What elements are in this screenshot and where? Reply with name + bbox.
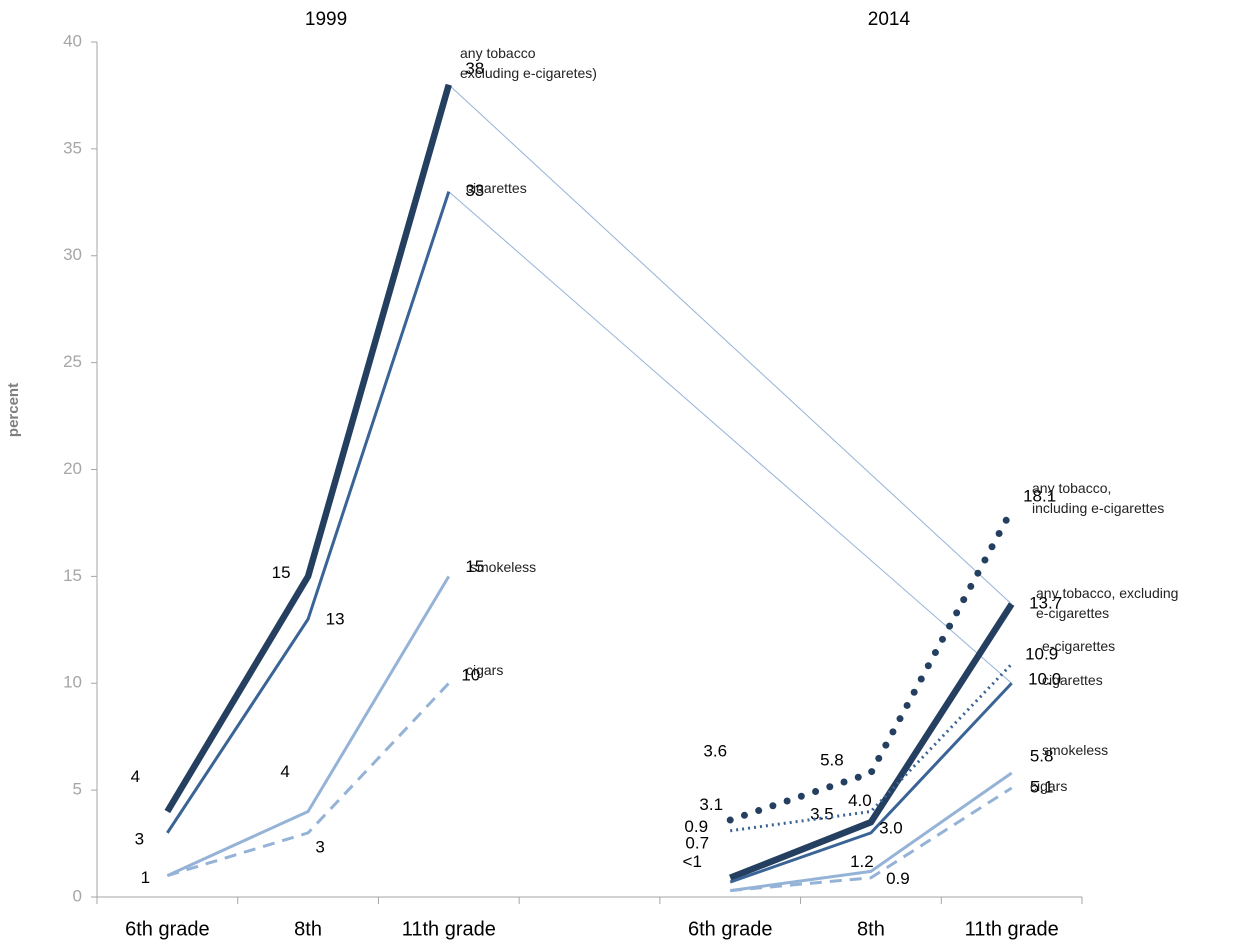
series-label: cigarettes — [1042, 672, 1103, 688]
data-label: 18.1 — [1023, 487, 1056, 506]
data-label: 15 — [465, 557, 484, 576]
series-label: any tobacco excluding e-cigaretes) — [460, 45, 597, 81]
link-line — [448, 191, 1012, 684]
series-label: cigars — [466, 662, 504, 678]
panel-title: 1999 — [305, 9, 347, 30]
panel-title: 2014 — [868, 9, 911, 30]
data-label: 10 — [461, 666, 480, 685]
y-tick-label: 35 — [63, 138, 82, 157]
series-label-text: any tobacco, excluding e-cigarettes — [1036, 585, 1179, 621]
series-line — [730, 771, 1013, 893]
series-line — [166, 682, 450, 878]
y-tick-label: 20 — [63, 459, 82, 478]
series-label-text: any tobacco excluding e-cigaretes) — [460, 45, 597, 81]
data-label: 3.5 — [810, 805, 834, 824]
y-tick-label: 40 — [63, 31, 82, 50]
data-label: 10.0 — [1028, 670, 1061, 689]
data-label: 10.9 — [1025, 644, 1058, 663]
data-label: 33 — [465, 181, 484, 200]
data-label: 3.6 — [703, 742, 727, 761]
series-line — [166, 575, 451, 877]
series-label-text: smokeless — [1042, 742, 1109, 758]
data-label: 0.9 — [684, 817, 708, 836]
data-label: 15 — [272, 563, 291, 582]
y-tick-label: 15 — [63, 566, 82, 585]
series-line — [166, 191, 451, 834]
data-label: 4 — [280, 762, 289, 781]
data-label: 38 — [465, 59, 484, 78]
y-tick-label: 10 — [63, 673, 82, 692]
x-tick-label: 6th grade — [125, 918, 210, 940]
x-tick-label: 8th — [857, 918, 885, 940]
data-label: 5.8 — [820, 751, 844, 770]
data-label: 13.7 — [1029, 594, 1062, 613]
series-label-text: cigars — [466, 662, 504, 678]
series-label-text: cigarettes — [466, 180, 527, 196]
series-line — [729, 682, 1013, 884]
data-label: 5.1 — [1030, 777, 1054, 796]
data-label: 5.8 — [1030, 747, 1054, 766]
data-label: 3.1 — [699, 795, 723, 814]
y-tick-label: 0 — [73, 886, 82, 905]
series-line — [730, 662, 1013, 833]
y-axis-label: percent — [5, 383, 22, 437]
data-label: 3.0 — [879, 818, 903, 837]
data-label: 1 — [141, 868, 150, 887]
series-label: any tobacco, including e-cigarettes — [1032, 480, 1165, 516]
y-tick-label: 5 — [73, 780, 82, 799]
x-tick-label: 8th — [294, 918, 322, 940]
x-tick-label: 11th grade — [965, 918, 1059, 940]
series-label: cigars — [1030, 778, 1068, 794]
y-tick-label: 30 — [63, 245, 82, 264]
series-line — [726, 506, 1016, 824]
series-line — [729, 602, 1015, 881]
data-label: 0.7 — [685, 834, 709, 853]
data-label: <1 — [683, 852, 702, 871]
data-label: 0.9 — [886, 869, 910, 888]
series-label-text: smokeless — [470, 559, 537, 575]
data-label: 1.2 — [850, 852, 874, 871]
data-label: 3 — [135, 829, 144, 848]
series-line — [730, 786, 1013, 893]
series-label-text: cigars — [1030, 778, 1068, 794]
series-label-text: any tobacco, including e-cigarettes — [1032, 480, 1165, 516]
series-line — [164, 83, 452, 814]
y-tick-label: 25 — [63, 352, 82, 371]
data-label: 4.0 — [848, 791, 872, 810]
x-tick-label: 11th grade — [402, 918, 496, 940]
data-label: 13 — [326, 610, 345, 629]
x-tick-label: 6th grade — [688, 918, 773, 940]
series-label: cigarettes — [466, 180, 527, 196]
series-label: e-cigarettes — [1042, 638, 1116, 654]
series-label: smokeless — [1042, 742, 1109, 758]
series-label: any tobacco, excluding e-cigarettes — [1036, 585, 1179, 621]
series-label-text: cigarettes — [1042, 672, 1103, 688]
series-label-text: e-cigarettes — [1042, 638, 1116, 654]
data-label: 4 — [131, 767, 140, 786]
data-label: 3 — [315, 837, 324, 856]
series-label: smokeless — [470, 559, 537, 575]
link-line — [448, 84, 1012, 605]
